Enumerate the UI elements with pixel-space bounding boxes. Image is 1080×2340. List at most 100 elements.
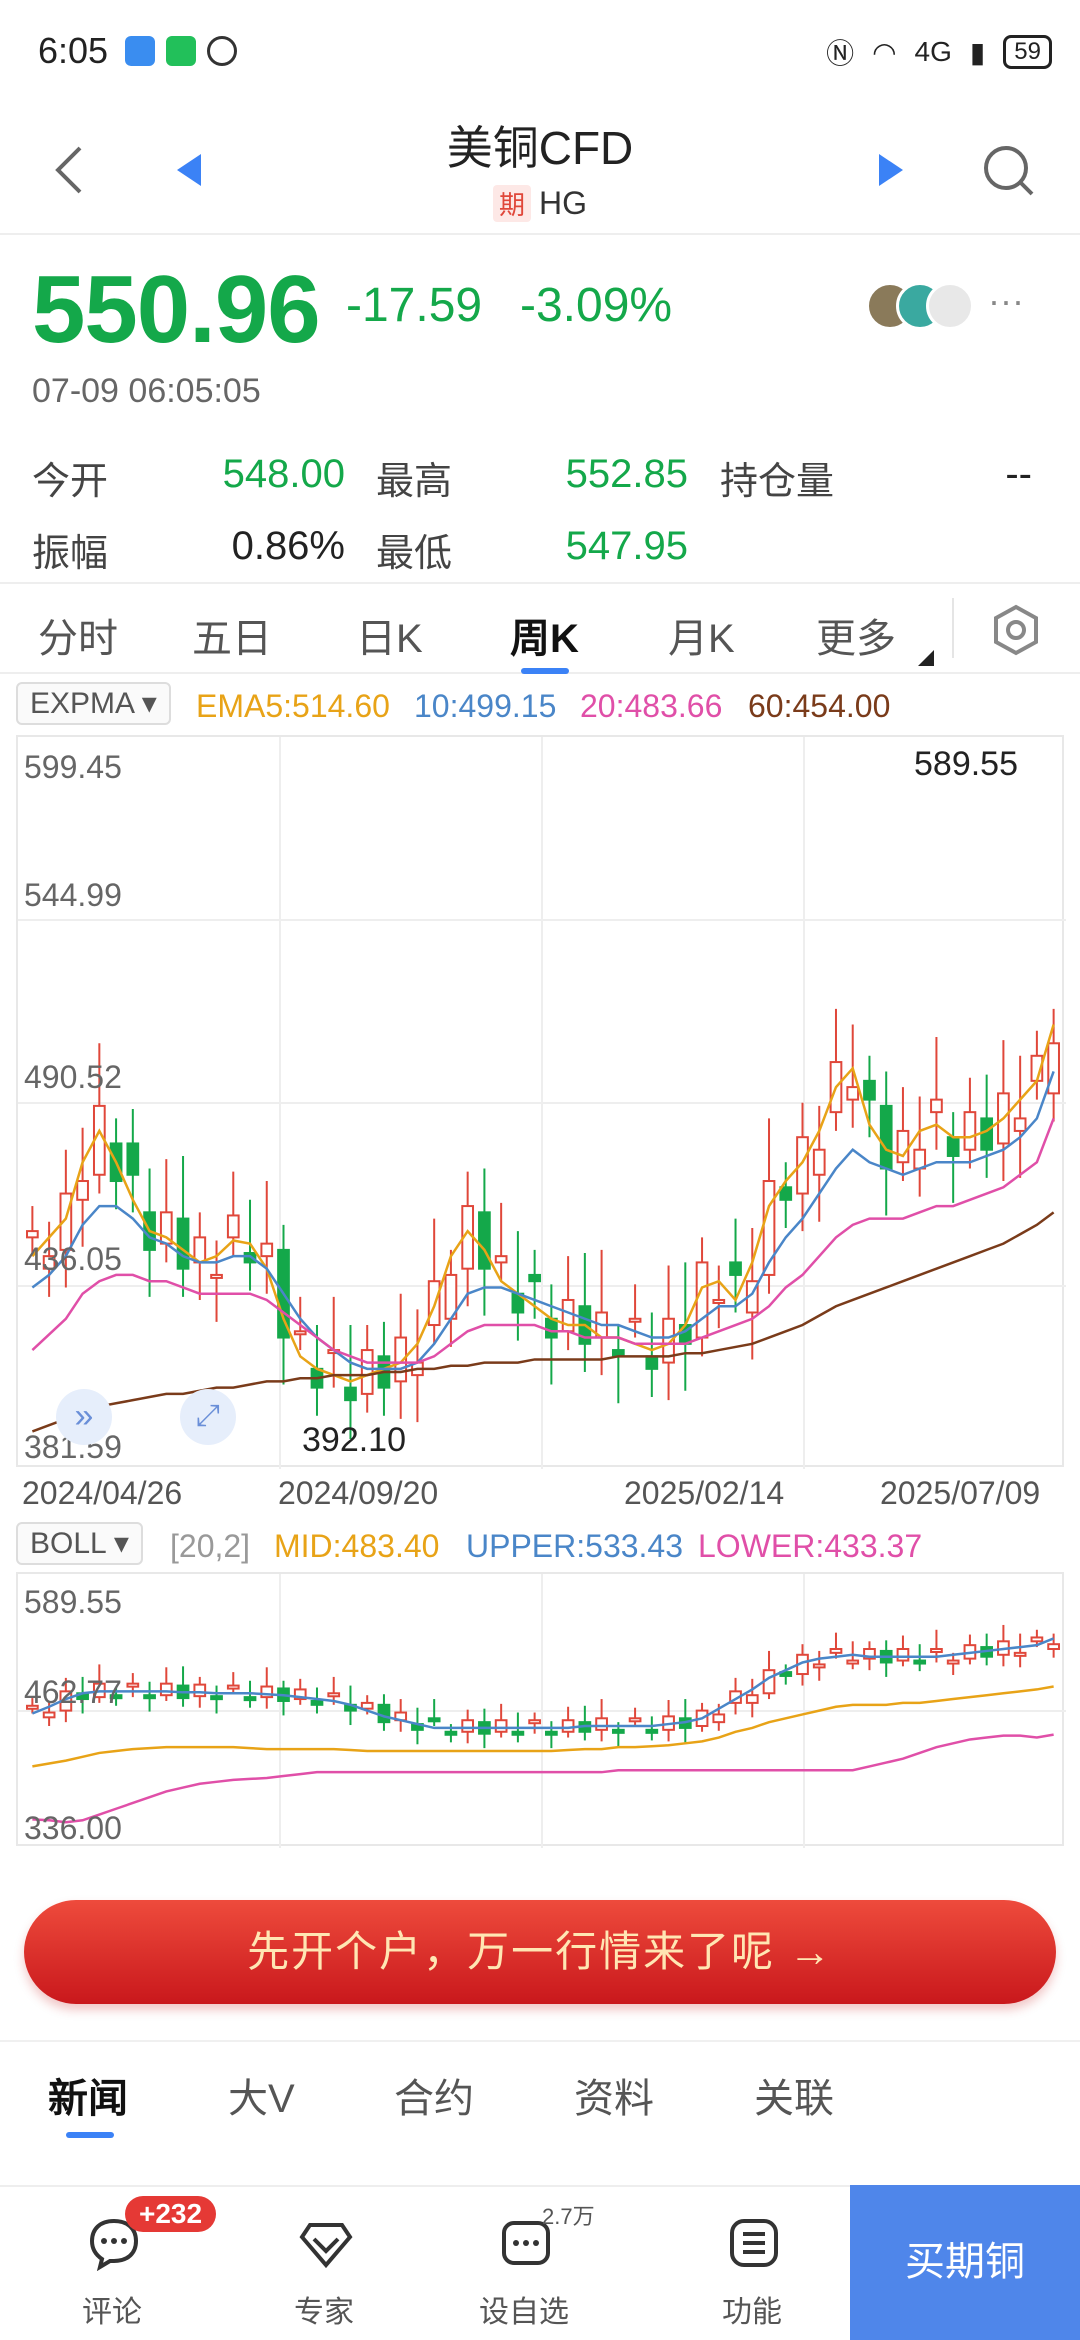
expert-button[interactable]: 专家 bbox=[254, 2187, 394, 2340]
follower-avatars[interactable] bbox=[866, 282, 976, 330]
candle-body bbox=[863, 1079, 876, 1101]
candle-body bbox=[42, 1711, 56, 1719]
candle-body bbox=[444, 1730, 458, 1736]
comment-icon bbox=[89, 2218, 139, 2271]
ema60-value: 60:454.00 bbox=[748, 688, 891, 724]
battery: 59 bbox=[1003, 35, 1052, 69]
y-tick: 490.52 bbox=[24, 1059, 122, 1095]
prev-contract-icon[interactable] bbox=[175, 152, 205, 188]
stat-high-label: 最高 bbox=[376, 461, 453, 503]
candle-body bbox=[226, 1214, 240, 1239]
stat-low-label: 最低 bbox=[376, 533, 453, 575]
tab-info[interactable]: 资料 bbox=[574, 2077, 654, 2121]
back-icon[interactable] bbox=[50, 142, 90, 198]
candle-body bbox=[243, 1696, 257, 1702]
candle-body bbox=[193, 1683, 207, 1698]
kline-chart[interactable]: 599.45 544.99 490.52 436.05 381.59 589.5… bbox=[16, 735, 1066, 1469]
candle-body bbox=[176, 1217, 190, 1270]
candle-body bbox=[595, 1717, 608, 1731]
divider bbox=[952, 598, 954, 658]
x-tick: 2025/07/09 bbox=[880, 1475, 1041, 1511]
active-tab-indicator bbox=[521, 668, 569, 674]
boll-selector[interactable]: BOLL ▾ bbox=[16, 1522, 143, 1565]
candle-body bbox=[545, 1730, 558, 1736]
candle-body bbox=[645, 1728, 659, 1734]
tab-more[interactable]: 更多 bbox=[816, 617, 896, 661]
quote-time: 07-09 06:05:05 bbox=[32, 372, 261, 410]
tab-weekly-k[interactable]: 周K bbox=[510, 617, 579, 661]
ema-selector[interactable]: EXPMA ▾ bbox=[16, 682, 171, 725]
x-tick: 2024/09/20 bbox=[278, 1475, 439, 1511]
comment-button[interactable]: 评论 bbox=[42, 2187, 182, 2340]
boll-chart[interactable]: 589.55 462.77 336.00 bbox=[16, 1572, 1066, 1848]
candle-body bbox=[645, 1355, 659, 1370]
tab-related[interactable]: 关联 bbox=[754, 2077, 834, 2121]
candle-body bbox=[427, 1717, 441, 1723]
stat-open-value: 548.00 bbox=[222, 452, 345, 496]
price-change-pct: -3.09% bbox=[520, 279, 673, 332]
news-tabs: 新闻 大V 合约 资料 关联 bbox=[0, 2040, 1080, 2140]
open-account-button[interactable]: 先开个户，万一行情来了呢 → bbox=[24, 1900, 1056, 2004]
candle-body bbox=[611, 1728, 625, 1734]
y-tick: 589.55 bbox=[24, 1584, 122, 1620]
last-price: 550.96 bbox=[32, 256, 321, 363]
candle-body bbox=[745, 1694, 759, 1704]
candle-body bbox=[779, 1671, 793, 1677]
series-line-lower bbox=[32, 1733, 1054, 1824]
function-button[interactable]: 功能 bbox=[682, 2187, 822, 2340]
candle-body bbox=[829, 1648, 843, 1654]
search-icon[interactable] bbox=[980, 142, 1036, 198]
y-tick: 336.00 bbox=[24, 1810, 122, 1846]
x-tick: 2024/04/26 bbox=[22, 1475, 183, 1511]
tab-monthly-k[interactable]: 月K bbox=[668, 617, 735, 661]
kline-canvas bbox=[18, 737, 1066, 1469]
candle-body bbox=[310, 1699, 324, 1706]
tab-daily-k[interactable]: 日K bbox=[356, 617, 423, 661]
active-tab-indicator bbox=[66, 2132, 114, 2138]
eye-icon bbox=[207, 36, 237, 66]
candle-body bbox=[812, 1148, 826, 1176]
candle-body bbox=[494, 1719, 508, 1733]
stat-open-label: 今开 bbox=[32, 461, 109, 503]
tab-intraday[interactable]: 分时 bbox=[38, 617, 118, 661]
boll-upper: UPPER:533.43 bbox=[466, 1528, 684, 1564]
candle-body bbox=[377, 1703, 391, 1724]
more-icon[interactable]: ··· bbox=[988, 280, 1024, 321]
series-line-mid bbox=[32, 1685, 1054, 1768]
expand-left-icon[interactable]: » bbox=[56, 1389, 112, 1445]
candle-body bbox=[1030, 1636, 1044, 1643]
add-watchlist-button[interactable]: 设自选 bbox=[454, 2187, 594, 2340]
candle-body bbox=[946, 1659, 960, 1665]
candle-body bbox=[344, 1386, 357, 1402]
candle-body bbox=[1013, 1117, 1027, 1132]
candle-body bbox=[930, 1648, 943, 1654]
next-contract-icon[interactable] bbox=[875, 152, 905, 188]
candle-body bbox=[695, 1261, 709, 1339]
period-tabs: 分时 五日 日K 周K 月K 更多 bbox=[0, 582, 1080, 674]
candle-body bbox=[126, 1682, 140, 1688]
candle-body bbox=[210, 1273, 223, 1279]
page-title: 美铜CFD bbox=[446, 122, 634, 174]
candle-body bbox=[896, 1129, 910, 1164]
expert-label: 专家 bbox=[294, 2296, 354, 2329]
candle-body bbox=[1047, 1643, 1060, 1651]
price-change: -17.59 bbox=[346, 279, 483, 332]
fullscreen-icon[interactable]: ⤢ bbox=[180, 1389, 236, 1445]
comment-count-badge: +232 bbox=[125, 2196, 217, 2232]
boll-canvas bbox=[18, 1574, 1066, 1848]
tab-big-v[interactable]: 大V bbox=[228, 2077, 295, 2121]
stat-amplitude-value: 0.86% bbox=[231, 524, 345, 568]
menu-icon bbox=[730, 2219, 778, 2267]
candle-body bbox=[561, 1719, 575, 1733]
tab-five-day[interactable]: 五日 bbox=[192, 617, 272, 661]
stat-high-value: 552.85 bbox=[565, 452, 688, 496]
tab-news[interactable]: 新闻 bbox=[48, 2077, 128, 2121]
candle-body bbox=[159, 1682, 173, 1697]
boll-params: [20,2] bbox=[170, 1528, 251, 1564]
chart-settings-icon[interactable] bbox=[990, 604, 1042, 656]
buy-futures-button[interactable]: 买期铜 bbox=[850, 2185, 1080, 2340]
candle-body bbox=[1047, 1042, 1060, 1095]
watchlist-icon bbox=[502, 2221, 550, 2265]
tab-contract[interactable]: 合约 bbox=[394, 2077, 474, 2121]
